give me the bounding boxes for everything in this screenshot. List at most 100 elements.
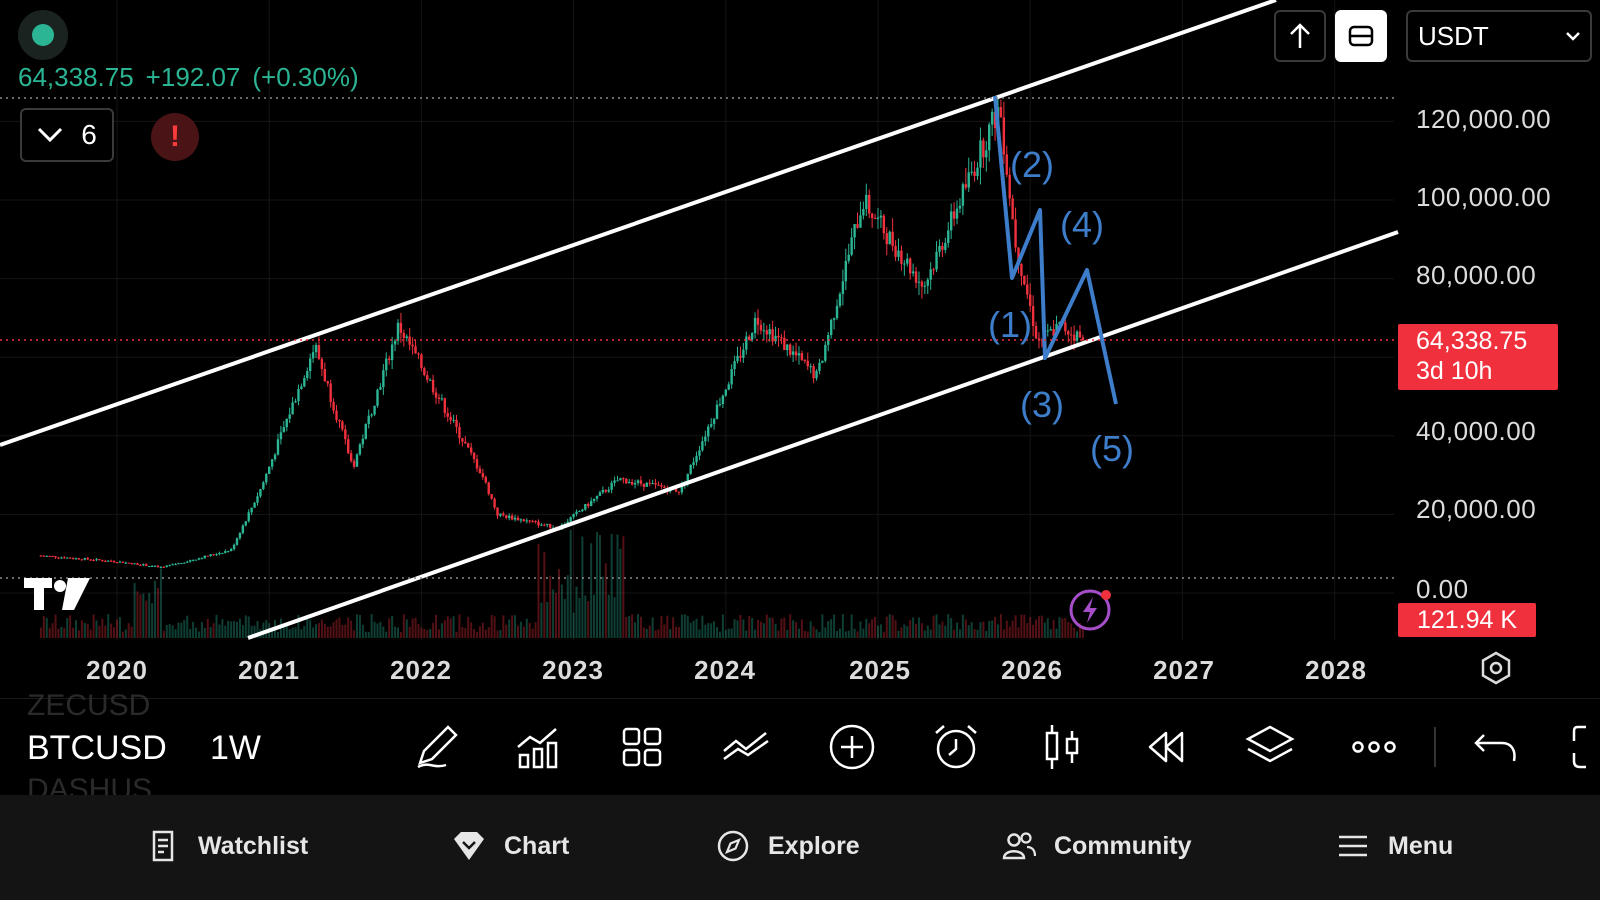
- volume-bar: [631, 614, 634, 638]
- volume-bar: [452, 616, 455, 638]
- volume-bar: [973, 629, 976, 638]
- nav-watchlist[interactable]: Watchlist: [146, 829, 308, 863]
- replay-icon[interactable]: [1140, 721, 1192, 773]
- candle-body: [297, 388, 300, 402]
- volume-bar: [797, 628, 800, 638]
- volume-bar: [1005, 620, 1008, 638]
- symbol-list-prev[interactable]: ZECUSD: [27, 689, 151, 722]
- nav-menu[interactable]: Menu: [1336, 829, 1453, 863]
- candle-body: [104, 560, 107, 562]
- candle-body: [832, 318, 836, 320]
- undo-icon[interactable]: [1470, 721, 1522, 773]
- warning-icon[interactable]: !: [151, 113, 199, 161]
- elliott-wave-path[interactable]: [993, 95, 1118, 405]
- candle-body: [633, 482, 637, 485]
- candle-body: [487, 482, 490, 495]
- channel-lower-line: [247, 230, 1399, 640]
- candle-body: [109, 560, 113, 562]
- candle-body: [153, 565, 157, 567]
- candle-body: [268, 466, 271, 474]
- candle-body: [335, 410, 338, 420]
- nav-chart-label: Chart: [504, 831, 570, 860]
- last-price: 64,338.75: [18, 62, 134, 92]
- candle-body: [171, 564, 174, 566]
- candle-body: [168, 565, 171, 567]
- volume-bar: [464, 628, 467, 638]
- more-icon[interactable]: [1348, 721, 1400, 773]
- volume-bar: [411, 618, 414, 638]
- candle-body: [783, 337, 786, 350]
- candle-body: [344, 429, 347, 440]
- volume-bar: [66, 618, 69, 638]
- compare-icon[interactable]: [720, 721, 772, 773]
- volume-bar: [625, 616, 628, 638]
- candle-body: [490, 494, 493, 499]
- volume-bar: [745, 630, 748, 638]
- volume-bar: [601, 576, 604, 638]
- candle-body: [1008, 174, 1011, 199]
- lightning-icon[interactable]: [1068, 588, 1112, 632]
- volume-bar: [95, 620, 98, 638]
- symbol-selector[interactable]: BTCUSD: [27, 729, 167, 767]
- candle-body: [426, 375, 429, 380]
- layers-icon[interactable]: [1244, 721, 1296, 773]
- candle-body: [475, 459, 479, 469]
- candle-body: [788, 344, 792, 355]
- price-chart[interactable]: [0, 0, 1600, 698]
- candle-body: [320, 359, 324, 369]
- volume-bar: [865, 618, 868, 638]
- candle-body: [613, 480, 616, 483]
- fullscreen-icon[interactable]: [1570, 721, 1600, 773]
- candle-body: [748, 336, 751, 340]
- candle-body: [256, 496, 259, 503]
- add-icon[interactable]: [826, 721, 878, 773]
- candle-body: [595, 495, 599, 499]
- candle-body: [66, 557, 69, 559]
- currency-select[interactable]: USDT: [1406, 10, 1592, 62]
- nav-explore[interactable]: Explore: [716, 829, 860, 863]
- volume-bar: [850, 614, 853, 638]
- volume-bar: [1011, 620, 1014, 638]
- candle-body: [74, 558, 78, 560]
- volume-bar: [563, 598, 566, 638]
- indicators-toggle-button[interactable]: 6: [20, 108, 114, 162]
- nav-chart[interactable]: Chart: [452, 829, 569, 863]
- volume-bar: [979, 622, 982, 638]
- candle-body: [990, 111, 994, 125]
- candle-body: [399, 322, 403, 333]
- candle-body: [323, 368, 327, 382]
- symbol-list-next[interactable]: DASHUS: [27, 773, 153, 795]
- channel-lines[interactable]: [0, 0, 1399, 640]
- auto-scale-button[interactable]: [1335, 10, 1387, 62]
- chart-area[interactable]: 64,338.75 +192.07 (+0.30%) 6 ! USDT 120,00…: [0, 0, 1600, 698]
- candle-body: [279, 432, 283, 440]
- candle-body: [806, 360, 809, 367]
- alert-clock-icon[interactable]: [930, 721, 982, 773]
- candle-body: [434, 392, 438, 398]
- indicators-icon[interactable]: [512, 721, 564, 773]
- chart-settings-icon[interactable]: [1478, 650, 1514, 686]
- interval-selector[interactable]: 1W: [210, 729, 261, 767]
- volume-bar: [1073, 627, 1076, 638]
- candle-body: [850, 237, 853, 255]
- volume-bar: [909, 620, 912, 638]
- volume-bar: [874, 616, 877, 638]
- candle-body: [1067, 331, 1070, 335]
- candle-body: [206, 555, 209, 557]
- volume-bar: [847, 630, 850, 638]
- candle-body: [402, 332, 406, 339]
- draw-icon[interactable]: [410, 721, 462, 773]
- volume-bar: [812, 626, 815, 638]
- volume-bar: [440, 623, 443, 638]
- volume-bar: [195, 627, 198, 638]
- candle-body: [914, 271, 918, 283]
- candle-body: [519, 519, 523, 521]
- scroll-up-button[interactable]: [1274, 10, 1326, 62]
- candle-body: [244, 521, 247, 526]
- nav-community[interactable]: Community: [1002, 829, 1192, 863]
- volume-bar: [165, 624, 168, 638]
- candle-type-icon[interactable]: [1036, 721, 1088, 773]
- volume-bar: [821, 614, 824, 638]
- volume-bar: [739, 614, 742, 638]
- templates-icon[interactable]: [616, 721, 668, 773]
